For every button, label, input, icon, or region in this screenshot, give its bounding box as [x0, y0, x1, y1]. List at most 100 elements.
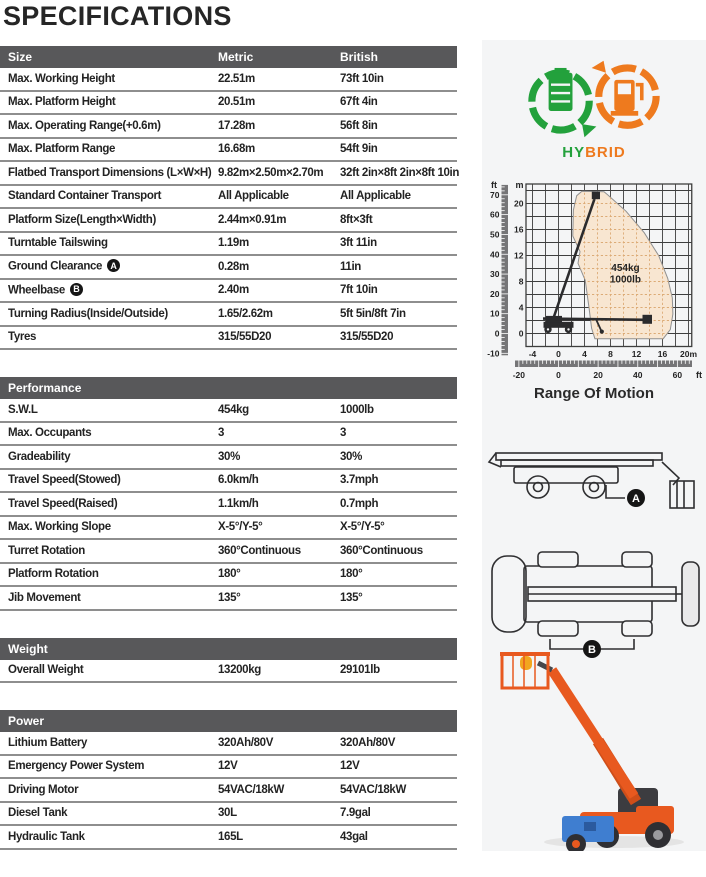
hybrid-label-brid: BRID [585, 144, 626, 161]
page-title: SPECIFICATIONS [3, 1, 232, 31]
spec-label: Turntable Tailswing [8, 237, 108, 250]
british-value: 67ft 4in [340, 96, 378, 109]
svg-text:-10: -10 [487, 348, 500, 358]
british-value: 3 [340, 427, 347, 440]
spec-tables: Size Metric British Max. Working Height 22.5… [0, 46, 459, 877]
spec-label: Max. Platform Height [8, 96, 116, 109]
metric-value: 180° [218, 568, 241, 581]
british-value: 7ft 10in [340, 284, 378, 297]
metric-value: 6.0km/h [218, 474, 259, 487]
spec-label: Max. Working Slope [8, 521, 111, 534]
table-row: Platform Rotation 180° 180° [0, 564, 457, 587]
svg-text:60: 60 [490, 210, 500, 220]
metric-value: 165L [218, 830, 243, 843]
svg-text:12: 12 [514, 251, 524, 261]
table-row: Tyres 315/55D20 315/55D20 [0, 327, 457, 350]
spec-label: Lithium Battery [8, 736, 88, 749]
svg-text:0: 0 [495, 329, 500, 339]
svg-text:0: 0 [556, 349, 561, 359]
hybrid-label-hy: HY [562, 144, 586, 161]
british-value: 43gal [340, 830, 368, 843]
svg-text:8: 8 [519, 277, 524, 287]
spec-label: Ground Clearance A [8, 259, 218, 273]
spec-label: Jib Movement [8, 591, 81, 604]
table-row: Overall Weight 13200kg 29101lb [0, 660, 457, 683]
spec-label: Diesel Tank [8, 807, 68, 820]
metric-value: 320Ah/80V [218, 736, 274, 749]
metric-value: 30L [218, 807, 237, 820]
spec-table-size: Size Metric British Max. Working Height 22.5… [0, 46, 459, 350]
spec-table-performance: Performance S.W.L 454kg 1000lb Max. Occupant… [0, 377, 457, 611]
section-title: Performance [8, 381, 82, 395]
circle-b-badge: B [69, 282, 83, 296]
spec-label: Gradeability [8, 450, 71, 463]
svg-text:8: 8 [608, 349, 613, 359]
hybrid-label: HYBRID [522, 144, 666, 161]
section-header: Power [0, 710, 457, 732]
svg-text:20m: 20m [680, 349, 697, 359]
svg-text:20: 20 [593, 370, 603, 380]
british-value: 29101lb [340, 664, 380, 677]
british-value: 11in [340, 260, 361, 273]
metric-value: 360°Continuous [218, 544, 301, 557]
british-value: 30% [340, 450, 362, 463]
svg-text:30: 30 [490, 269, 500, 279]
spec-label: Overall Weight [8, 664, 84, 677]
section-title: Weight [8, 641, 48, 656]
british-value: 3ft 11in [340, 237, 377, 250]
svg-text:0: 0 [519, 329, 524, 339]
british-value: 8ft×3ft [340, 213, 373, 226]
spec-label: Max. Working Height [8, 72, 115, 85]
section-header: Performance [0, 377, 457, 399]
table-row: Gradeability 30% 30% [0, 446, 457, 470]
svg-text:1000lb: 1000lb [610, 275, 641, 286]
british-value: 0.7mph [340, 497, 379, 510]
table-row: Driving Motor 54VAC/18kW 54VAC/18kW [0, 779, 457, 803]
table-row: Hydraulic Tank 165L 43gal [0, 826, 457, 850]
table-row: Turntable Tailswing 1.19m 3ft 11in [0, 233, 457, 256]
svg-text:10: 10 [490, 309, 500, 319]
metric-value: X-5°/Y-5° [218, 521, 263, 534]
spec-label: Max. Operating Range(+0.6m) [8, 119, 161, 132]
svg-text:12: 12 [632, 349, 642, 359]
spec-label: Flatbed Transport Dimensions (L×W×H) [8, 166, 212, 179]
boom [547, 667, 639, 799]
british-value: 135° [340, 591, 363, 604]
spec-label: Emergency Power System [8, 760, 145, 773]
section-title: Power [8, 714, 45, 728]
table-row: Max. Platform Range 16.68m 54ft 9in [0, 139, 457, 162]
circle-a-badge: A [107, 259, 121, 273]
svg-text:ft: ft [696, 370, 702, 380]
battery-recycle-icon [528, 67, 597, 138]
svg-text:454kg: 454kg [611, 263, 639, 274]
table-row: Max. Working Slope X-5°/Y-5° X-5°/Y-5° [0, 517, 457, 540]
circle-b-marker [583, 640, 601, 658]
british-value: 54ft 9in [340, 143, 378, 156]
british-value: 56ft 8in [340, 119, 378, 132]
spec-label: Turning Radius(Inside/Outside) [8, 307, 168, 320]
table-row: Travel Speed(Raised) 1.1km/h 0.7mph [0, 493, 457, 517]
metric-value: 1.19m [218, 237, 249, 250]
spec-label: Travel Speed(Stowed) [8, 474, 121, 487]
svg-text:40: 40 [490, 249, 500, 259]
table-row: Platform Size(Length×Width) 2.44m×0.91m 8f… [0, 209, 457, 233]
spec-label: Platform Size(Length×Width) [8, 213, 156, 226]
chart-title: Range Of Motion [534, 385, 654, 402]
svg-text:4: 4 [582, 349, 587, 359]
right-panel: HYBRID 454kg 1000lb 70 60 50 40 30 20 10 0 -10 ft m 2… [482, 40, 706, 851]
metric-value: 9.82m×2.50m×2.70m [218, 166, 324, 179]
british-value: 360°Continuous [340, 544, 423, 557]
metric-value: 315/55D20 [218, 331, 272, 344]
metric-value: 0.28m [218, 260, 249, 273]
british-value: 7.9gal [340, 807, 371, 820]
svg-text:40: 40 [633, 370, 643, 380]
table-row: Jib Movement 135° 135° [0, 587, 457, 611]
metric-value: 12V [218, 760, 238, 773]
hybrid-badge: HYBRID [522, 56, 666, 161]
metric-value: 54VAC/18kW [218, 783, 284, 796]
table-row: Travel Speed(Stowed) 6.0km/h 3.7mph [0, 470, 457, 493]
british-value: All Applicable [340, 190, 411, 203]
british-value: 12V [340, 760, 360, 773]
british-value: 3.7mph [340, 474, 379, 487]
table-row: Wheelbase B 2.40m 7ft 10in [0, 280, 457, 303]
